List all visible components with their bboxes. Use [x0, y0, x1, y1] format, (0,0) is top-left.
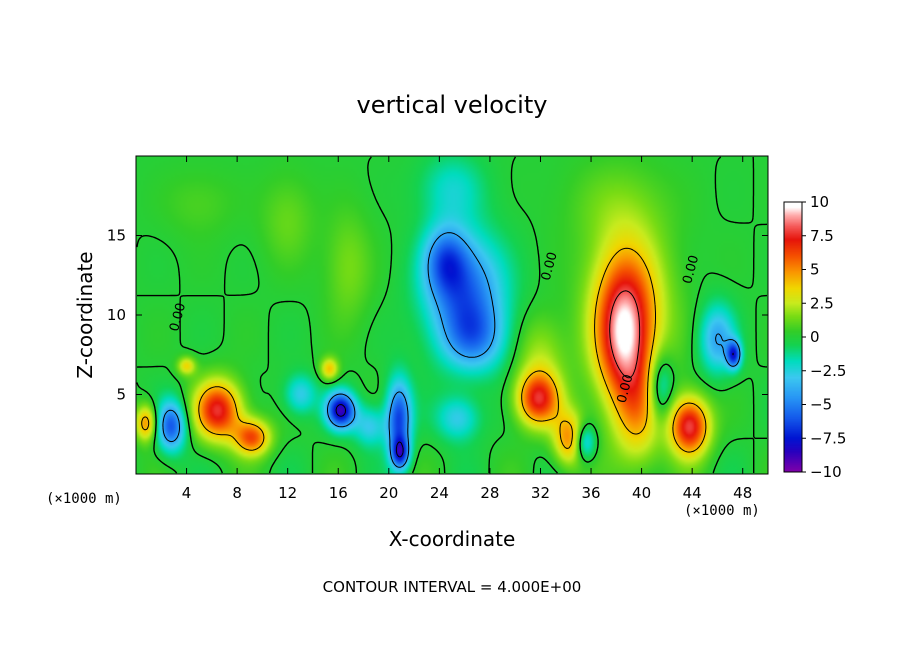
contour-level-neg8	[335, 352, 734, 458]
x-axis-unit-left: (×1000 m)	[46, 491, 122, 507]
x-tick-label: 8	[232, 484, 242, 502]
x-tick-label: 16	[329, 484, 348, 502]
colorbar-gradient	[784, 202, 802, 472]
x-tick-label: 48	[733, 484, 752, 502]
y-tick-label: 10	[107, 306, 126, 324]
contour-lines	[136, 156, 768, 474]
plot-area: 0.00 0.00 0.00 0.00	[135, 155, 769, 475]
x-tick-label: 4	[182, 484, 192, 502]
x-tick-label: 20	[379, 484, 398, 502]
colorbar: 10 7.5 5 2.5 0 −2.5 −5 −7.5 −10	[783, 193, 846, 481]
y-axis: 5 10 15	[107, 227, 768, 404]
x-axis: 4 8 12 16 20 24 28 32 36 40 44 48	[182, 156, 752, 502]
x-tick-label: 36	[581, 484, 600, 502]
y-axis-label: Z-coordinate	[73, 251, 97, 378]
colorbar-tick-label: −7.5	[810, 429, 846, 447]
colorbar-tick-label: 10	[810, 193, 829, 211]
colorbar-tick-label: 7.5	[810, 227, 834, 245]
x-tick-label: 12	[278, 484, 297, 502]
contour-level-0	[136, 156, 768, 474]
contour-label: 0.00	[167, 301, 189, 333]
x-tick-label: 28	[480, 484, 499, 502]
colorbar-tick-label: −5	[810, 396, 832, 414]
y-tick-label: 15	[107, 227, 126, 245]
x-tick-label: 24	[430, 484, 449, 502]
contour-level-4	[141, 247, 707, 453]
contour-level-neg4	[162, 232, 741, 468]
x-tick-label: 40	[632, 484, 651, 502]
colorbar-tick-label: 2.5	[810, 294, 834, 312]
x-axis-unit-right: (×1000 m)	[684, 503, 760, 519]
colorbar-tick-label: −2.5	[810, 362, 846, 380]
x-axis-label: X-coordinate	[389, 527, 516, 551]
colorbar-tick-label: 0	[810, 328, 820, 346]
x-tick-label: 44	[683, 484, 702, 502]
contour-label: 0.00	[539, 250, 561, 282]
colorbar-tick-label: −10	[810, 463, 842, 481]
contour-interval-note: CONTOUR INTERVAL = 4.000E+00	[323, 578, 582, 596]
x-tick-label: 32	[531, 484, 550, 502]
y-tick-label: 5	[116, 386, 126, 404]
colorbar-ticks: 10 7.5 5 2.5 0 −2.5 −5 −7.5 −10	[802, 193, 846, 481]
contour-labels: 0.00 0.00 0.00 0.00	[167, 250, 702, 404]
contour-label: 0.00	[615, 373, 637, 405]
contour-label: 0.00	[680, 254, 702, 286]
contour-level-8	[609, 290, 641, 379]
colorbar-tick-label: 5	[810, 261, 820, 279]
chart-title: vertical velocity	[357, 91, 548, 119]
